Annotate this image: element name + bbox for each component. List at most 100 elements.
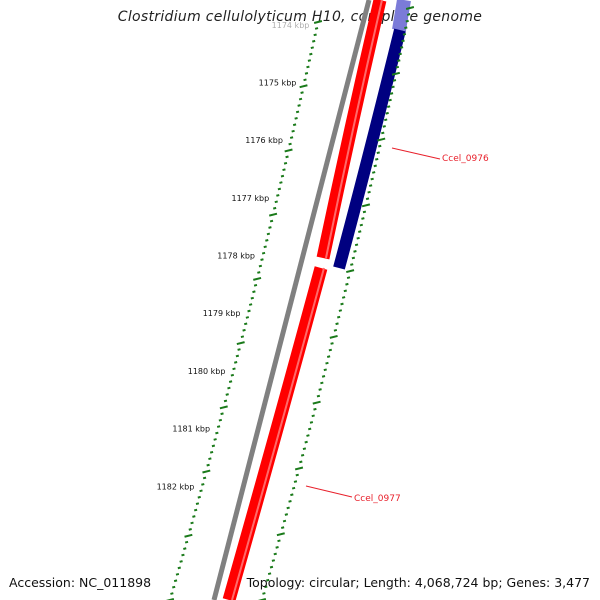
tick-minor [181,553,185,557]
tick-minor [244,322,248,326]
tick-minor [365,197,370,201]
tick-major [253,276,262,281]
tick-minor [406,13,411,16]
tick-major [294,466,304,471]
tick-label: 1177 kbp [231,194,269,203]
tick-minor [199,489,203,493]
tick-minor [215,431,219,435]
tick-minor [269,565,274,569]
tick-minor [183,547,187,550]
tick-minor [195,502,200,505]
tick-minor [248,303,253,306]
genome-backbone [211,0,372,600]
tick-minor [286,506,290,510]
tick-minor [338,309,343,312]
tick-minor [404,26,408,30]
tick-minor [320,381,324,385]
tick-minor [283,161,288,165]
tick-minor [300,453,305,457]
cds-forward-upper[interactable] [316,0,387,260]
tick-minor [237,348,241,351]
cds-highlight [231,267,325,600]
tick-minor [353,250,357,253]
tick-minor [216,425,221,428]
tick-major [165,598,175,600]
tick-major [405,6,415,10]
tick-minor [262,592,266,595]
tick-minor [290,493,294,497]
tick-minor [288,500,292,503]
tick-major [284,148,293,153]
tick-major [236,341,245,346]
tick-minor [381,131,385,135]
tick-minor [177,566,181,570]
tick-minor [309,52,313,56]
genome-summary-text: Topology: circular; Length: 4,068,724 bp… [246,575,590,590]
tick-label: 1176 kbp [245,136,283,145]
cds-ccel-0977[interactable] [222,266,328,600]
gene-label-ccel-0976[interactable]: Ccel_0976 [442,154,489,164]
tick-minor [209,450,214,454]
tick-minor [384,118,388,122]
tick-minor [265,239,269,242]
tick-minor [358,230,362,233]
tick-major [346,269,355,274]
tick-minor [318,388,322,391]
tick-minor [330,342,334,345]
tick-minor [260,258,264,261]
tick-minor [397,59,401,62]
tick-minor [375,157,379,161]
tick-minor [341,296,346,299]
tick-minor [376,151,380,155]
tick-minor [399,46,404,49]
tick-labels: 1174 kbp 1175 kbp 1176 kbp 1177 kbp 1178 kbp… [157,21,310,491]
tick-minor [274,200,278,204]
tick-minor [401,39,405,43]
tick-minor [184,540,189,544]
tick-minor [304,72,309,75]
tick-minor [303,78,307,82]
accession-text: Accession: NC_011898 [9,575,152,590]
tick-minor [261,251,266,255]
reverse-cds-overlay [392,0,411,32]
tick-minor [179,560,183,563]
tick-minor [312,39,316,43]
tick-minor [253,283,258,287]
tick-minor [173,579,178,583]
tick-minor [280,174,285,178]
tick-minor [247,309,251,313]
tick-major [377,137,386,142]
tick-label: 1175 kbp [259,79,297,88]
gene-label-ccel-0977[interactable]: Ccel_0977 [354,494,401,504]
tick-minor [304,440,308,444]
tick-minor [326,355,331,358]
tick-minor [362,210,367,214]
tick-minor [405,19,409,23]
tick-minor [372,171,376,174]
tick-label: 1181 kbp [172,425,210,434]
tick-minor [398,52,402,56]
tick-major [329,334,338,339]
tick-minor [233,361,238,364]
tick-minor [285,155,289,159]
tick-major [202,469,211,474]
cds-ccel-0976[interactable] [333,28,406,270]
tick-minor [227,386,231,390]
tick-minor [266,232,271,236]
tick-minor [268,226,272,229]
tick-minor [351,256,356,260]
tick-minor [328,348,333,352]
tick-minor [298,97,303,101]
tick-minor [272,206,277,210]
tick-minor [313,33,317,37]
tick-major [268,212,278,217]
tick-minor [257,271,261,274]
tick-minor [252,290,256,294]
tick-minor [395,65,400,69]
tick-minor [306,65,310,69]
tick-minor [289,136,294,139]
tick-minor [197,495,201,499]
tick-minor [354,243,359,247]
tick-minor [295,110,300,114]
tick-minor [345,282,349,286]
